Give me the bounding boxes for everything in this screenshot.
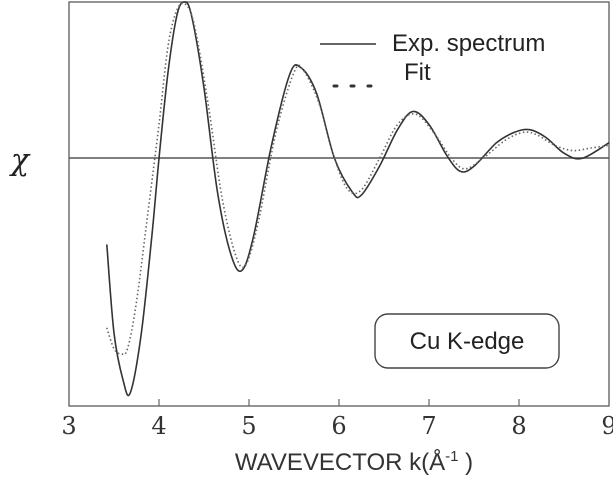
- annotation-frame: [374, 313, 560, 369]
- x-axis-label-end: ): [458, 449, 473, 476]
- series-fit-line: [106, 2, 610, 356]
- x-axis: 3 4 5 6 7 8 9: [61, 399, 613, 440]
- series-layer: [106, 1, 610, 397]
- x-axis-label: WAVEVECTOR k(Å-1 ): [235, 448, 473, 476]
- annotation-label: Cu K-edge: [410, 328, 525, 355]
- x-tick-label: 9: [601, 412, 613, 440]
- x-tick-label: 4: [151, 412, 166, 440]
- legend-label-exp: Exp. spectrum: [392, 30, 545, 57]
- legend-label-fit: Fit: [404, 59, 431, 86]
- y-axis-label: χ: [9, 143, 31, 178]
- x-tick-label: 7: [421, 412, 436, 440]
- annotation-box: Cu K-edge: [374, 313, 560, 369]
- x-axis-label-superscript: -1: [445, 448, 458, 465]
- x-tick-label: 6: [331, 412, 346, 440]
- x-tick-label: 3: [61, 412, 76, 440]
- x-tick-label: 5: [241, 412, 256, 440]
- legend: Exp. spectrum Fit: [320, 30, 545, 88]
- series-exp-spectrum-line: [106, 1, 610, 397]
- x-tick-label: 8: [511, 412, 526, 440]
- x-axis-label-main: WAVEVECTOR k(Å: [235, 448, 445, 476]
